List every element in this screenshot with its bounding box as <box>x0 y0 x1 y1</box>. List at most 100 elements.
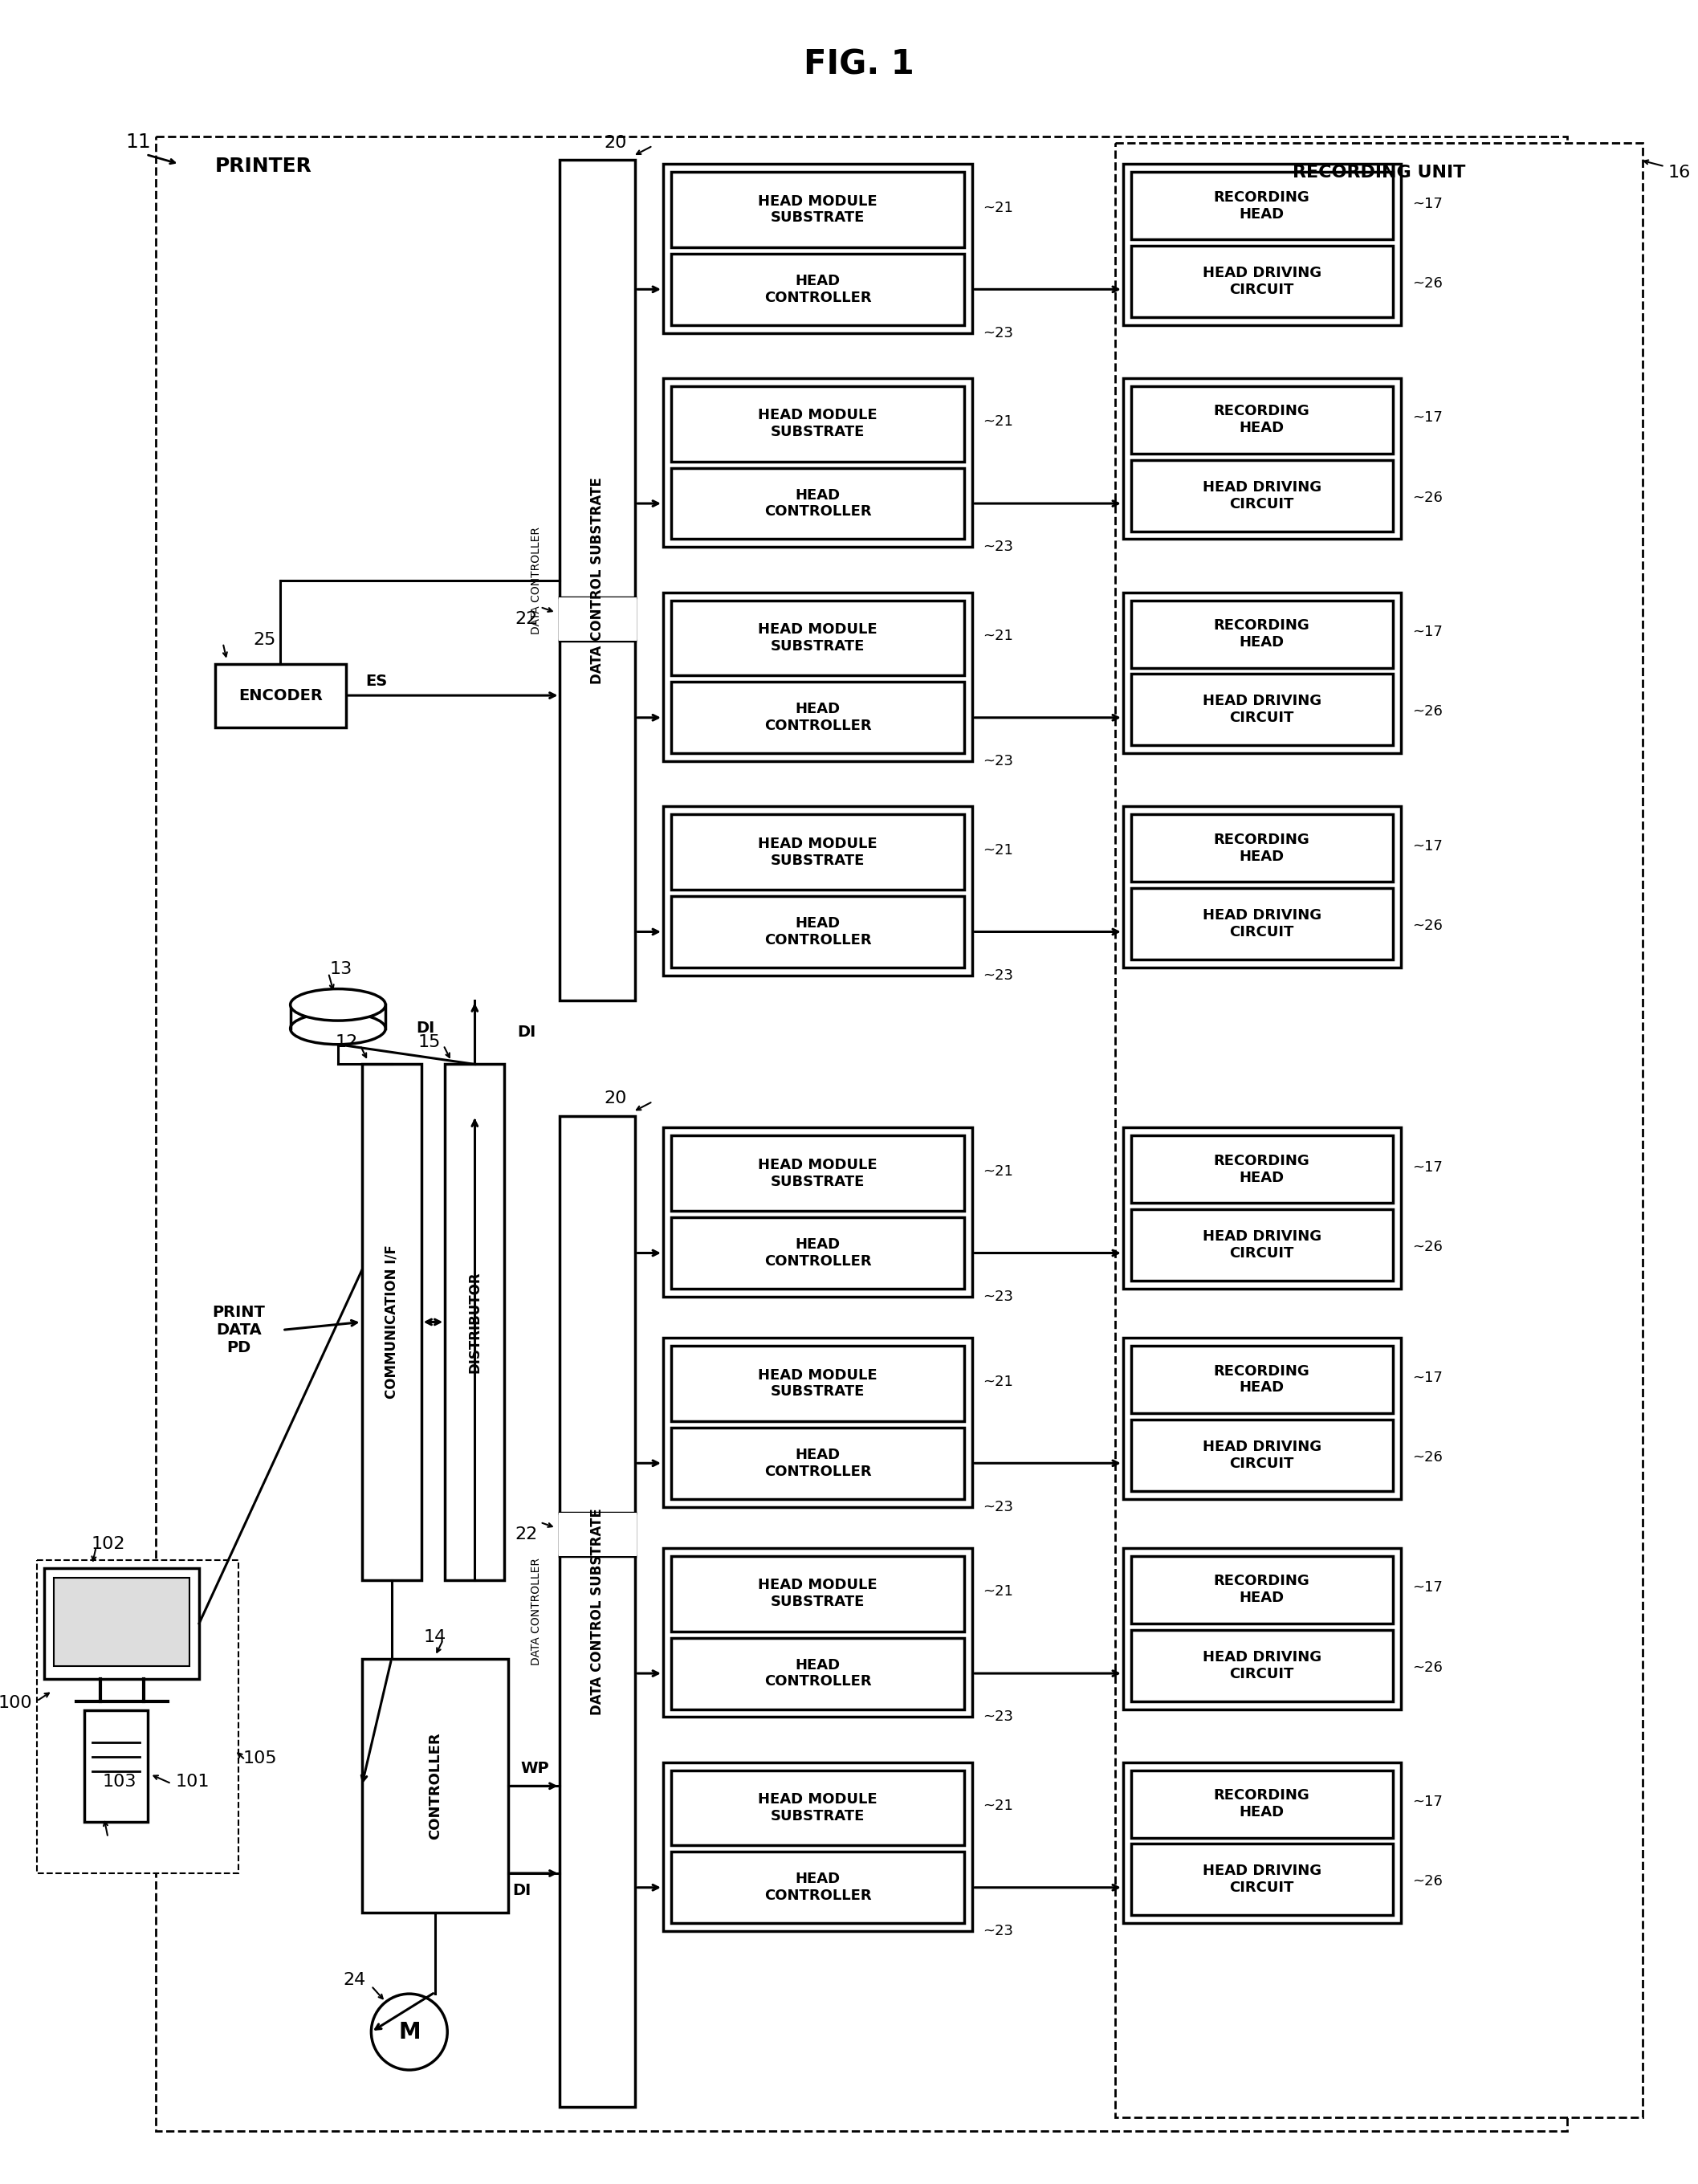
Text: PRINTER: PRINTER <box>216 157 312 177</box>
Bar <box>1122 1762 1401 1924</box>
Bar <box>1131 675 1392 745</box>
Bar <box>1131 889 1392 959</box>
Text: HEAD DRIVING
CIRCUIT: HEAD DRIVING CIRCUIT <box>1202 1230 1321 1260</box>
Text: ~21: ~21 <box>983 1583 1014 1599</box>
Text: 16: 16 <box>1667 164 1691 181</box>
Ellipse shape <box>290 1013 385 1044</box>
Text: ~26: ~26 <box>1413 919 1443 933</box>
Bar <box>664 1127 973 1297</box>
Bar <box>671 681 964 753</box>
Text: ~21: ~21 <box>983 1374 1014 1389</box>
Text: RECORDING
HEAD: RECORDING HEAD <box>1214 1789 1309 1819</box>
Text: 22: 22 <box>514 612 538 627</box>
Text: 14: 14 <box>424 1629 447 1645</box>
Bar <box>559 1511 637 1555</box>
Bar <box>1122 592 1401 753</box>
Bar <box>445 1064 504 1579</box>
Text: ~26: ~26 <box>1413 705 1443 719</box>
Text: ~17: ~17 <box>1413 839 1443 854</box>
Text: ~17: ~17 <box>1413 1369 1443 1385</box>
Bar <box>671 1136 964 1210</box>
Text: HEAD DRIVING
CIRCUIT: HEAD DRIVING CIRCUIT <box>1202 1439 1321 1470</box>
Bar <box>671 1216 964 1289</box>
Text: HEAD
CONTROLLER: HEAD CONTROLLER <box>764 1448 871 1479</box>
Text: ~23: ~23 <box>983 1289 1014 1304</box>
Text: ~23: ~23 <box>983 753 1014 769</box>
Text: RECORDING
HEAD: RECORDING HEAD <box>1214 1575 1309 1605</box>
Bar <box>1131 815 1392 882</box>
Bar <box>1131 1771 1392 1837</box>
Bar <box>1131 1629 1392 1701</box>
Text: ~23: ~23 <box>983 1924 1014 1939</box>
Bar <box>671 1555 964 1631</box>
Text: DISTRIBUTOR: DISTRIBUTOR <box>467 1271 482 1374</box>
Text: HEAD MODULE
SUBSTRATE: HEAD MODULE SUBSTRATE <box>757 836 878 867</box>
Text: 11: 11 <box>126 133 151 151</box>
Text: DATA CONTROL SUBSTRATE: DATA CONTROL SUBSTRATE <box>591 1507 604 1714</box>
Text: HEAD
CONTROLLER: HEAD CONTROLLER <box>764 273 871 306</box>
Text: HEAD
CONTROLLER: HEAD CONTROLLER <box>764 1658 871 1688</box>
Bar <box>1122 1127 1401 1289</box>
Text: 105: 105 <box>243 1749 277 1767</box>
Text: RECORDING
HEAD: RECORDING HEAD <box>1214 190 1309 221</box>
Text: M: M <box>399 2020 421 2042</box>
Text: ~21: ~21 <box>983 415 1014 428</box>
Bar <box>1131 1420 1392 1492</box>
Text: ~23: ~23 <box>983 539 1014 555</box>
Bar <box>671 1771 964 1845</box>
Circle shape <box>372 1994 447 2070</box>
Text: HEAD
CONTROLLER: HEAD CONTROLLER <box>764 1872 871 1902</box>
Bar <box>671 1638 964 1710</box>
Bar <box>1131 173 1392 240</box>
Text: HEAD DRIVING
CIRCUIT: HEAD DRIVING CIRCUIT <box>1202 266 1321 297</box>
Text: CONTROLLER: CONTROLLER <box>428 1732 441 1839</box>
Bar <box>85 1710 148 1821</box>
Text: WP: WP <box>520 1760 548 1776</box>
Bar <box>671 601 964 675</box>
Text: ~23: ~23 <box>983 325 1014 341</box>
Text: HEAD MODULE
SUBSTRATE: HEAD MODULE SUBSTRATE <box>757 408 878 439</box>
Bar <box>1116 142 1642 2118</box>
Bar <box>1131 1136 1392 1203</box>
Bar <box>664 378 973 548</box>
Bar <box>671 467 964 539</box>
Text: HEAD DRIVING
CIRCUIT: HEAD DRIVING CIRCUIT <box>1202 480 1321 511</box>
Text: ~23: ~23 <box>983 1710 1014 1723</box>
Bar <box>1131 1843 1392 1915</box>
Text: HEAD DRIVING
CIRCUIT: HEAD DRIVING CIRCUIT <box>1202 909 1321 939</box>
Text: ~17: ~17 <box>1413 1795 1443 1808</box>
Bar <box>671 387 964 461</box>
Text: ~26: ~26 <box>1413 489 1443 505</box>
Text: HEAD
CONTROLLER: HEAD CONTROLLER <box>764 917 871 948</box>
Text: 12: 12 <box>335 1033 358 1051</box>
Text: HEAD DRIVING
CIRCUIT: HEAD DRIVING CIRCUIT <box>1202 1863 1321 1896</box>
Bar <box>664 164 973 332</box>
Bar <box>671 815 964 889</box>
Bar <box>671 253 964 325</box>
Text: DATA CONTROLLER: DATA CONTROLLER <box>530 1557 542 1666</box>
Text: 102: 102 <box>92 1535 126 1553</box>
Text: FIG. 1: FIG. 1 <box>803 48 914 81</box>
Bar <box>1122 1339 1401 1498</box>
Text: RECORDING
HEAD: RECORDING HEAD <box>1214 1153 1309 1186</box>
Bar <box>671 1345 964 1422</box>
Bar <box>559 596 637 640</box>
Bar <box>1131 1345 1392 1413</box>
Bar <box>1122 1548 1401 1710</box>
Bar <box>216 664 346 727</box>
Ellipse shape <box>290 989 385 1020</box>
Text: 22: 22 <box>514 1527 538 1542</box>
Text: ~17: ~17 <box>1413 1581 1443 1594</box>
Text: ~17: ~17 <box>1413 1160 1443 1175</box>
Text: ~26: ~26 <box>1413 1241 1443 1254</box>
Bar <box>1122 806 1401 968</box>
Text: ~26: ~26 <box>1413 1450 1443 1465</box>
Text: ~21: ~21 <box>983 843 1014 858</box>
Bar <box>1131 247 1392 317</box>
Text: HEAD
CONTROLLER: HEAD CONTROLLER <box>764 487 871 520</box>
Bar <box>1131 1555 1392 1623</box>
Text: RECORDING
HEAD: RECORDING HEAD <box>1214 1365 1309 1396</box>
Text: HEAD MODULE
SUBSTRATE: HEAD MODULE SUBSTRATE <box>757 622 878 653</box>
Text: ~23: ~23 <box>983 1500 1014 1514</box>
Text: 24: 24 <box>343 1972 365 1987</box>
